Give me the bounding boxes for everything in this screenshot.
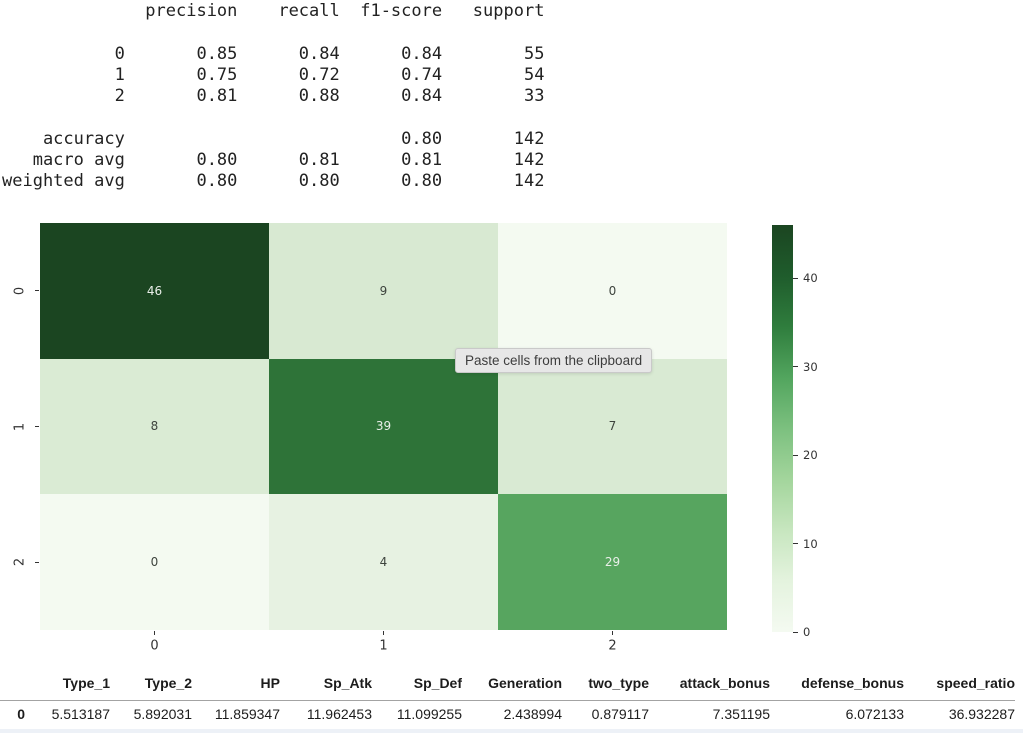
- heatmap-cell: 8: [40, 358, 269, 495]
- colorbar-tick-mark: [793, 631, 798, 633]
- y-tick-label: 0: [12, 286, 28, 295]
- colorbar-tick-mark: [793, 366, 798, 367]
- heatmap-cell: 0: [498, 223, 727, 359]
- colorbar-tick-label: 10: [803, 536, 818, 551]
- colorbar-tick-label: 30: [803, 359, 818, 374]
- row-index: 0: [17, 706, 25, 722]
- x-tick-mark: [612, 631, 613, 635]
- x-tick-label: 0: [150, 638, 159, 654]
- heatmap-cell: 46: [40, 223, 269, 359]
- x-tick-mark: [154, 631, 155, 635]
- heatmap-cell: 9: [269, 223, 498, 359]
- colorbar-tick-label: 40: [803, 271, 818, 285]
- tooltip-text: Paste cells from the clipboard: [465, 353, 643, 368]
- column-header: attack_bonus: [679, 675, 770, 691]
- column-header: HP: [260, 675, 280, 691]
- table-cell: 11.859347: [214, 706, 280, 722]
- column-header: Type_1: [62, 675, 110, 691]
- y-tick-mark: [35, 561, 39, 563]
- y-tick-label: 2: [12, 558, 28, 567]
- y-tick-label: 1: [12, 422, 28, 431]
- index-header: [0, 666, 25, 700]
- table-cell: 36.932287: [948, 706, 1015, 722]
- colorbar-tick-mark: [793, 454, 798, 456]
- y-tick-mark: [35, 426, 39, 427]
- table-cell: 2.438994: [503, 706, 562, 722]
- heatmap-cell: 4: [269, 494, 498, 630]
- column-header: defense_bonus: [801, 675, 904, 691]
- heatmap-cell: 29: [498, 494, 727, 630]
- confusion-matrix-heatmap: 46 9 0 8 39 7 0 4 29: [40, 223, 727, 630]
- heatmap-cell: 0: [40, 494, 269, 630]
- column-header: Sp_Atk: [323, 675, 372, 691]
- column-header: two_type: [588, 675, 649, 691]
- table-cell: 5.892031: [133, 706, 192, 722]
- column-header: Generation: [488, 675, 562, 691]
- table-cell: 5.513187: [51, 706, 110, 722]
- table-cell: 11.099255: [396, 706, 462, 722]
- table-cell: 7.351195: [712, 706, 770, 722]
- classification-report: precision recall f1-score support 0 0.85…: [2, 1, 545, 192]
- table-header-row: Type_1 Type_2 HP Sp_Atk Sp_Def Generation two_…: [0, 666, 1015, 701]
- x-tick-label: 1: [379, 638, 388, 654]
- column-header: Sp_Def: [413, 675, 462, 691]
- x-tick-mark: [383, 631, 384, 635]
- column-header: speed_ratio: [936, 675, 1015, 691]
- x-tick-label: 2: [608, 638, 617, 654]
- next-row-strip: [0, 729, 1023, 733]
- table-cell: 6.072133: [845, 706, 904, 722]
- table-cell: 11.962453: [306, 706, 372, 722]
- colorbar: [772, 225, 793, 632]
- tooltip: Paste cells from the clipboard: [455, 348, 653, 373]
- colorbar-tick-label: 0: [803, 625, 811, 639]
- colorbar-tick-mark: [793, 277, 798, 279]
- column-header: Type_2: [144, 675, 192, 691]
- heatmap-cell: 7: [498, 358, 727, 495]
- colorbar-tick-label: 20: [803, 448, 818, 462]
- heatmap-cell: 39: [269, 358, 498, 495]
- y-tick-mark: [35, 290, 39, 292]
- table-cell: 0.879117: [591, 706, 649, 722]
- table-row: 0 5.513187 5.892031 11.859347 11.962453 11.09…: [0, 701, 1023, 728]
- dataframe-table: Type_1 Type_2 HP Sp_Atk Sp_Def Generation two_…: [0, 666, 1023, 728]
- colorbar-tick-mark: [793, 543, 798, 544]
